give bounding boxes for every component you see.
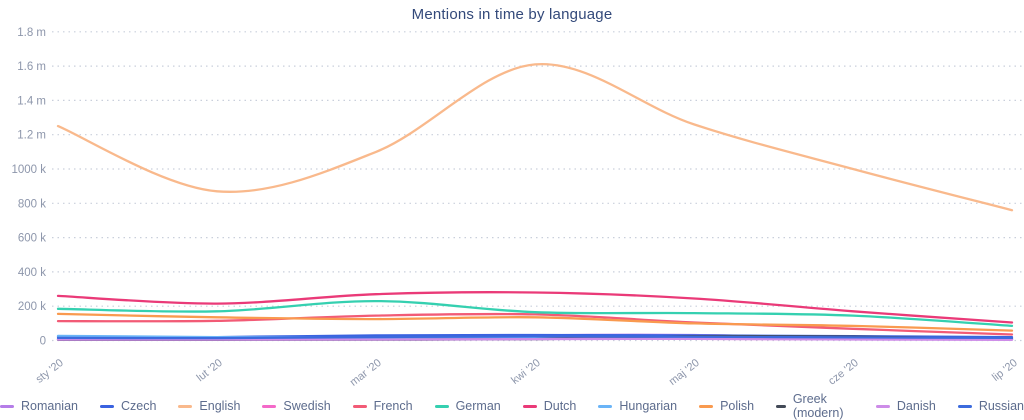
series-line-english[interactable] xyxy=(56,63,1014,212)
series-line-dutch[interactable] xyxy=(56,291,1014,324)
legend-label: English xyxy=(199,399,241,413)
x-axis-label: maj '20 xyxy=(667,357,702,388)
x-axis-label: kwi '20 xyxy=(509,357,543,387)
legend-item-english[interactable]: English xyxy=(178,399,240,413)
series-line-polish[interactable] xyxy=(56,312,1014,332)
x-axis-label: sty '20 xyxy=(34,357,66,386)
line-chart-plot: 1.8 m 1.6 m 1.4 m 1.2 m 1000 k 800 k 600 k 400 … xyxy=(11,27,1022,389)
legend-color-dash-icon xyxy=(522,404,537,408)
chart-legend: Romanian Czech English Swedish French German D… xyxy=(0,392,1024,420)
legend-label: Danish xyxy=(896,399,936,413)
legend-item-russian[interactable]: Russian xyxy=(957,399,1024,413)
x-axis-label: mar '20 xyxy=(348,357,384,389)
legend-item-swedish[interactable]: Swedish xyxy=(262,399,331,413)
y-axis-label: 1.4 m xyxy=(17,95,46,107)
x-axis-label: cze '20 xyxy=(826,357,861,388)
legend-label: Dutch xyxy=(543,399,577,413)
chart-title: Mentions in time by language xyxy=(411,6,613,23)
legend-item-greek-modern[interactable]: Greek (modern) xyxy=(776,392,854,420)
legend-item-polish[interactable]: Polish xyxy=(699,399,754,413)
legend-item-hungarian[interactable]: Hungarian xyxy=(598,399,677,413)
legend-item-french[interactable]: French xyxy=(352,399,413,413)
legend-color-dash-icon xyxy=(598,404,613,408)
legend-color-dash-icon xyxy=(957,404,972,408)
legend-label: Greek (modern) xyxy=(792,392,844,420)
y-axis-label: 0 xyxy=(40,336,46,348)
legend-label: Russian xyxy=(978,399,1024,413)
y-axis-label: 600 k xyxy=(18,233,46,245)
legend-color-dash-icon xyxy=(434,404,449,408)
legend-color-dash-icon xyxy=(262,404,277,408)
legend-item-romanian[interactable]: Romanian xyxy=(0,399,78,413)
series-line-french[interactable] xyxy=(56,312,1014,336)
legend-item-dutch[interactable]: Dutch xyxy=(522,399,577,413)
x-axis-label: lip '20 xyxy=(990,357,1020,384)
legend-color-dash-icon xyxy=(178,404,193,408)
series-line-danish[interactable] xyxy=(56,337,1014,341)
legend-item-czech[interactable]: Czech xyxy=(99,399,157,413)
y-axis-label: 1.6 m xyxy=(17,61,46,73)
legend-label: Romanian xyxy=(21,399,78,413)
y-axis-label: 1.2 m xyxy=(17,130,46,142)
y-axis-label: 800 k xyxy=(18,198,46,210)
legend-color-dash-icon xyxy=(875,404,890,408)
legend-item-danish[interactable]: Danish xyxy=(875,399,936,413)
legend-color-dash-icon xyxy=(0,404,14,408)
legend-color-dash-icon xyxy=(352,404,367,408)
y-axis-label: 400 k xyxy=(18,267,46,279)
legend-label: Swedish xyxy=(283,399,331,413)
legend-color-dash-icon xyxy=(699,404,714,408)
y-axis-label: 200 k xyxy=(18,301,46,313)
legend-label: Hungarian xyxy=(619,399,678,413)
legend-label: German xyxy=(455,399,501,413)
legend-item-german[interactable]: German xyxy=(434,399,501,413)
y-axis-label: 1000 k xyxy=(11,164,46,176)
y-axis-label: 1.8 m xyxy=(17,27,46,39)
x-axis-label: lut '20 xyxy=(195,357,225,384)
series-line-russian[interactable] xyxy=(56,335,1014,340)
legend-label: Polish xyxy=(720,399,755,413)
legend-label: Czech xyxy=(120,399,157,413)
legend-color-dash-icon xyxy=(776,404,786,408)
series-line-german[interactable] xyxy=(56,299,1014,328)
legend-color-dash-icon xyxy=(99,404,114,408)
legend-label: French xyxy=(373,399,413,413)
